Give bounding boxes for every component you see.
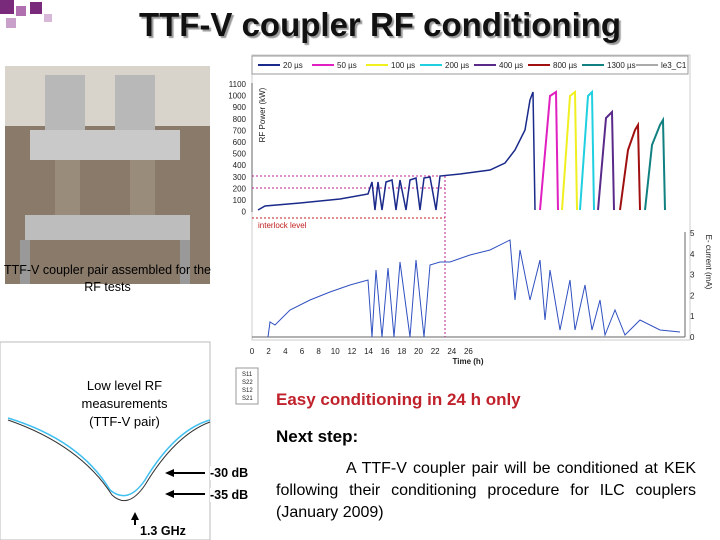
- decor: [0, 0, 14, 14]
- x-tick-label: 16: [381, 347, 390, 356]
- y-tick-label: 1100: [229, 80, 247, 89]
- legend-label: 1300 µs: [607, 61, 636, 70]
- legend-label: 100 µs: [391, 61, 415, 70]
- x-tick-label: 6: [300, 347, 305, 356]
- y-tick-label: 300: [233, 173, 247, 182]
- legend-label: S12: [242, 388, 253, 394]
- title: TTF-V coupler RF conditioning: [138, 6, 622, 43]
- y-tick-label: 400: [233, 161, 247, 170]
- axis-title: E- current (mA): [704, 235, 713, 290]
- y2-tick-label: 0: [690, 333, 695, 342]
- decor: [30, 2, 42, 14]
- x-tick-label: 12: [347, 347, 356, 356]
- annotation: interlock level: [258, 221, 307, 230]
- frequency-label: 1.3 GHz: [140, 524, 186, 538]
- axis-title: Time (h): [453, 357, 484, 366]
- highlight: Easy conditioning in 24 h only: [276, 390, 521, 409]
- power-curve: [619, 121, 641, 211]
- arrow: [131, 512, 139, 520]
- sparam-subtitle: (TTF-V pair): [62, 414, 187, 429]
- x-tick-label: 22: [431, 347, 440, 356]
- decor: [6, 18, 16, 28]
- y-tick-label: 1000: [228, 92, 246, 101]
- x-tick-label: 2: [266, 347, 271, 356]
- x-tick-label: 0: [250, 347, 255, 356]
- photo: [5, 66, 210, 284]
- power-curve: [257, 91, 536, 211]
- legend-label: S21: [242, 396, 253, 402]
- marker-label: -30 dB: [210, 466, 249, 480]
- caption: TTF-V coupler pair assembled for the RF …: [3, 263, 212, 294]
- marker-label: -35 dB: [210, 488, 249, 502]
- sparam-title: Low level RF measurements: [62, 377, 187, 413]
- y-tick-label: 500: [233, 150, 247, 159]
- y2-tick-label: 2: [690, 291, 695, 300]
- y-tick-label: 100: [233, 196, 247, 205]
- legend-label: S22: [242, 380, 253, 386]
- y-tick-label: 200: [233, 184, 247, 193]
- y2-tick-label: 5: [690, 229, 695, 238]
- plot-frame: [251, 54, 691, 341]
- legend-label: 50 µs: [337, 61, 357, 70]
- current-curve: [267, 239, 681, 338]
- x-tick-label: 4: [283, 347, 288, 356]
- x-tick-label: 10: [331, 347, 340, 356]
- y2-tick-label: 4: [690, 250, 695, 259]
- legend-label: 200 µs: [445, 61, 469, 70]
- y-tick-label: 0: [242, 208, 247, 217]
- arrow: [165, 490, 174, 498]
- x-tick-label: 24: [447, 347, 456, 356]
- legend-label: S11: [242, 372, 253, 378]
- legend-label: 400 µs: [499, 61, 523, 70]
- power-curve: [644, 116, 666, 211]
- y-tick-label: 800: [233, 115, 247, 124]
- axis-title: RF Power (kW): [258, 87, 267, 142]
- power-curve: [539, 90, 559, 211]
- power-curve: [579, 89, 595, 211]
- x-tick-label: 14: [364, 347, 373, 356]
- decor: [44, 14, 52, 22]
- x-tick-label: 26: [464, 347, 473, 356]
- legend-box: [251, 55, 689, 75]
- power-curve: [597, 109, 615, 211]
- y2-tick-label: 1: [690, 312, 695, 321]
- legend-box: [235, 367, 259, 405]
- arrow: [165, 469, 174, 477]
- y-tick-label: 700: [233, 126, 247, 135]
- legend-label: le3_C1: [661, 61, 687, 70]
- body-text: A TTF-V coupler pair will be conditioned…: [276, 460, 696, 521]
- sparam-frame: [0, 341, 211, 540]
- s-curve: [7, 417, 211, 497]
- y2-tick-label: 3: [690, 271, 695, 280]
- s-curve: [7, 419, 211, 502]
- y-tick-label: 900: [233, 103, 247, 112]
- power-curve: [561, 89, 578, 211]
- legend-label: 800 µs: [553, 61, 577, 70]
- y-tick-label: 600: [233, 138, 247, 147]
- heading: Next step:: [276, 427, 359, 446]
- x-tick-label: 18: [397, 347, 406, 356]
- decor: [16, 6, 26, 16]
- x-tick-label: 20: [414, 347, 423, 356]
- legend-label: 20 µs: [283, 61, 303, 70]
- x-tick-label: 8: [316, 347, 321, 356]
